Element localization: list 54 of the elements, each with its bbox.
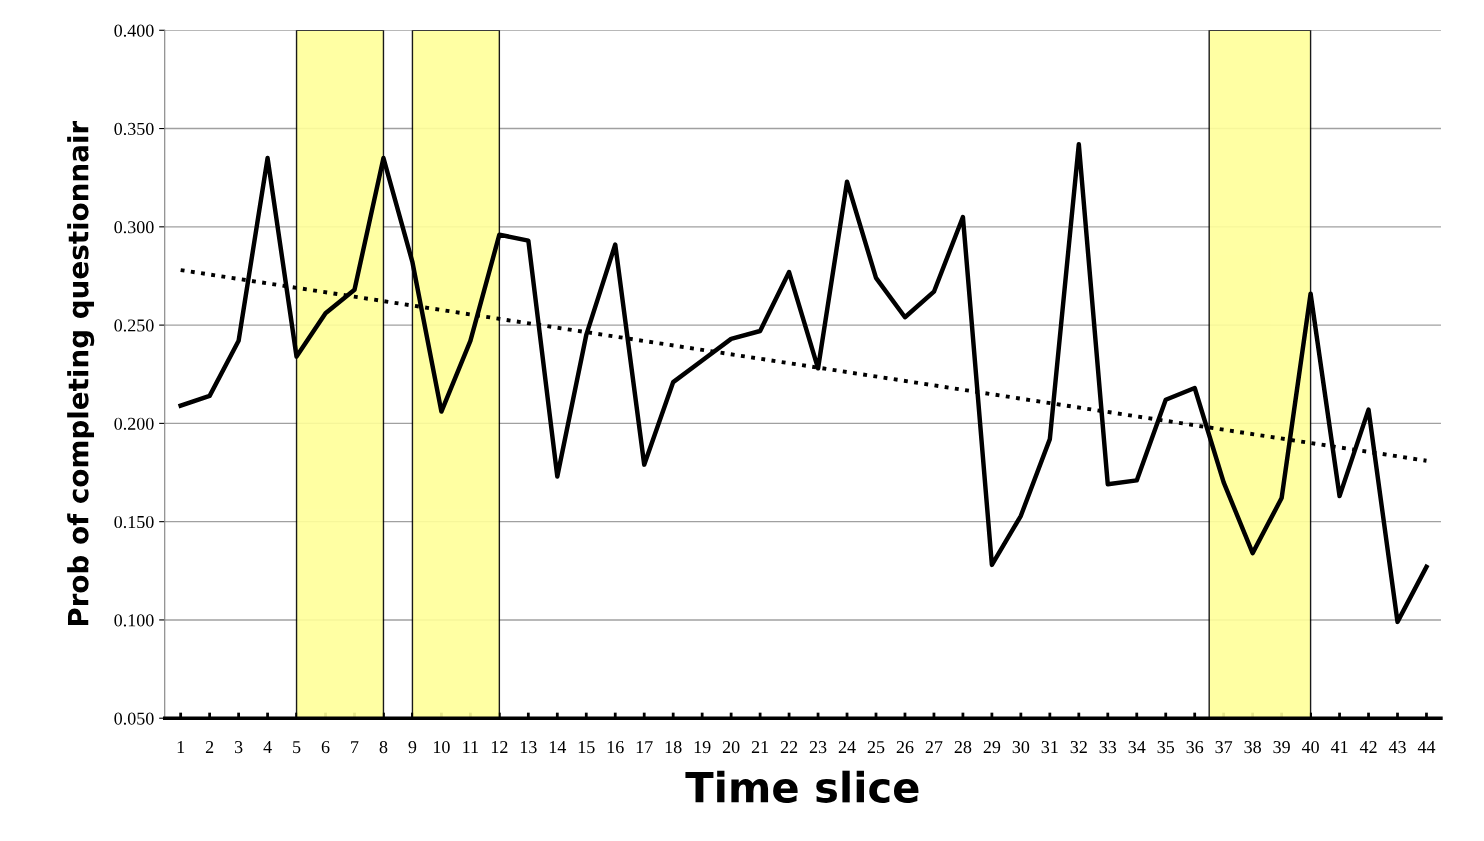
y-axis-title: Prob of completing questionnair [67,120,95,626]
x-tick-label: 42 [1359,741,1377,753]
y-tick-label: 0.150 [114,515,154,529]
x-tick-label: 1 [177,741,185,753]
x-tick-label: 13 [520,741,537,754]
x-tick-label: 7 [351,741,359,753]
y-tick-label: 0.050 [114,712,154,725]
x-tick-label: 2 [205,741,214,753]
x-tick-label: 33 [1099,741,1117,754]
x-tick-label: 26 [896,741,914,754]
x-tick-label: 21 [751,741,769,753]
x-tick-label: 6 [321,741,330,754]
x-tick-label: 43 [1388,741,1406,754]
x-tick-label: 23 [809,741,827,754]
x-tick-label: 39 [1273,741,1290,754]
x-tick-label: 35 [1157,741,1175,754]
x-tick-label: 38 [1244,740,1261,754]
x-tick-label: 31 [1041,741,1058,754]
x-tick-label: 24 [838,741,856,753]
x-tick-label: 41 [1330,741,1348,753]
x-tick-label: 32 [1070,741,1087,754]
y-tick-label: 0.350 [114,122,154,136]
x-tick-label: 4 [263,741,272,753]
x-tick-label: 19 [694,741,711,754]
y-tick-label: 0.200 [114,417,154,430]
x-tick-label: 8 [379,740,388,754]
x-tick-label: 18 [665,740,682,754]
x-tick-label: 28 [954,740,972,754]
y-tick-label: 0.100 [114,614,154,627]
x-tick-label: 34 [1128,741,1146,754]
y-tick-label: 0.400 [114,24,154,37]
x-axis-title: Time slice [685,770,919,803]
x-tick-label: 22 [780,741,798,753]
x-tick-label: 29 [983,741,1001,754]
x-tick-label: 36 [1186,741,1204,754]
x-tick-label: 12 [491,741,508,753]
x-tick-label: 25 [867,741,885,754]
x-tick-label: 11 [463,741,478,753]
x-tick-label: 20 [722,740,740,754]
x-tick-label: 37 [1215,741,1233,754]
x-tick-label: 16 [607,741,624,754]
x-tick-label: 5 [293,741,301,754]
x-tick-label: 3 [234,741,243,754]
x-tick-label: 30 [1012,740,1030,754]
x-tick-label: 14 [549,741,567,753]
x-tick-label: 44 [1417,741,1436,753]
x-tick-label: 27 [925,741,943,753]
x-tick-label: 15 [578,741,595,754]
x-tick-label: 9 [408,741,417,754]
y-tick-label: 0.250 [114,319,154,332]
y-tick-label: 0.300 [114,221,154,234]
x-tick-label: 10 [433,740,450,754]
x-tick-label: 40 [1301,740,1319,754]
x-tick-label: 17 [636,741,653,753]
